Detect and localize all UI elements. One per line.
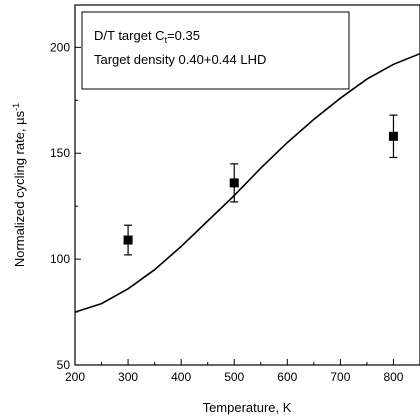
plot-frame xyxy=(74,4,420,366)
model-curve-layer xyxy=(74,52,420,313)
x-tick-label: 200 xyxy=(65,370,85,384)
legend-frame xyxy=(81,11,350,90)
y-tick-label: 150 xyxy=(50,146,70,160)
y-tick-label: 50 xyxy=(57,358,71,372)
x-tick-label: 300 xyxy=(118,370,138,384)
axis-ticks: 200 300 400 500 600 700 800 50 100 150 200 xyxy=(50,40,404,384)
y-axis-title: Normalized cycling rate, µs-1 xyxy=(11,103,27,267)
x-tick-label: 800 xyxy=(383,370,403,384)
data-point-marker xyxy=(123,235,133,245)
x-axis-title: Temperature, K xyxy=(203,400,292,415)
data-points-layer xyxy=(123,114,398,256)
model-curve xyxy=(74,52,420,313)
legend-box: D/T target Ct=0.35 Target density 0.40+0… xyxy=(81,11,350,90)
data-point-marker xyxy=(229,178,239,188)
legend-line-2: Target density 0.40+0.44 LHD xyxy=(94,52,266,67)
legend-line-1: D/T target Ct=0.35 xyxy=(94,28,200,45)
x-tick-label: 500 xyxy=(224,370,244,384)
x-tick-label: 700 xyxy=(330,370,350,384)
x-tick-label: 600 xyxy=(277,370,297,384)
y-tick-label: 100 xyxy=(50,252,70,266)
y-tick-label: 200 xyxy=(50,40,70,54)
data-point-marker xyxy=(388,131,398,141)
x-tick-label: 400 xyxy=(171,370,191,384)
